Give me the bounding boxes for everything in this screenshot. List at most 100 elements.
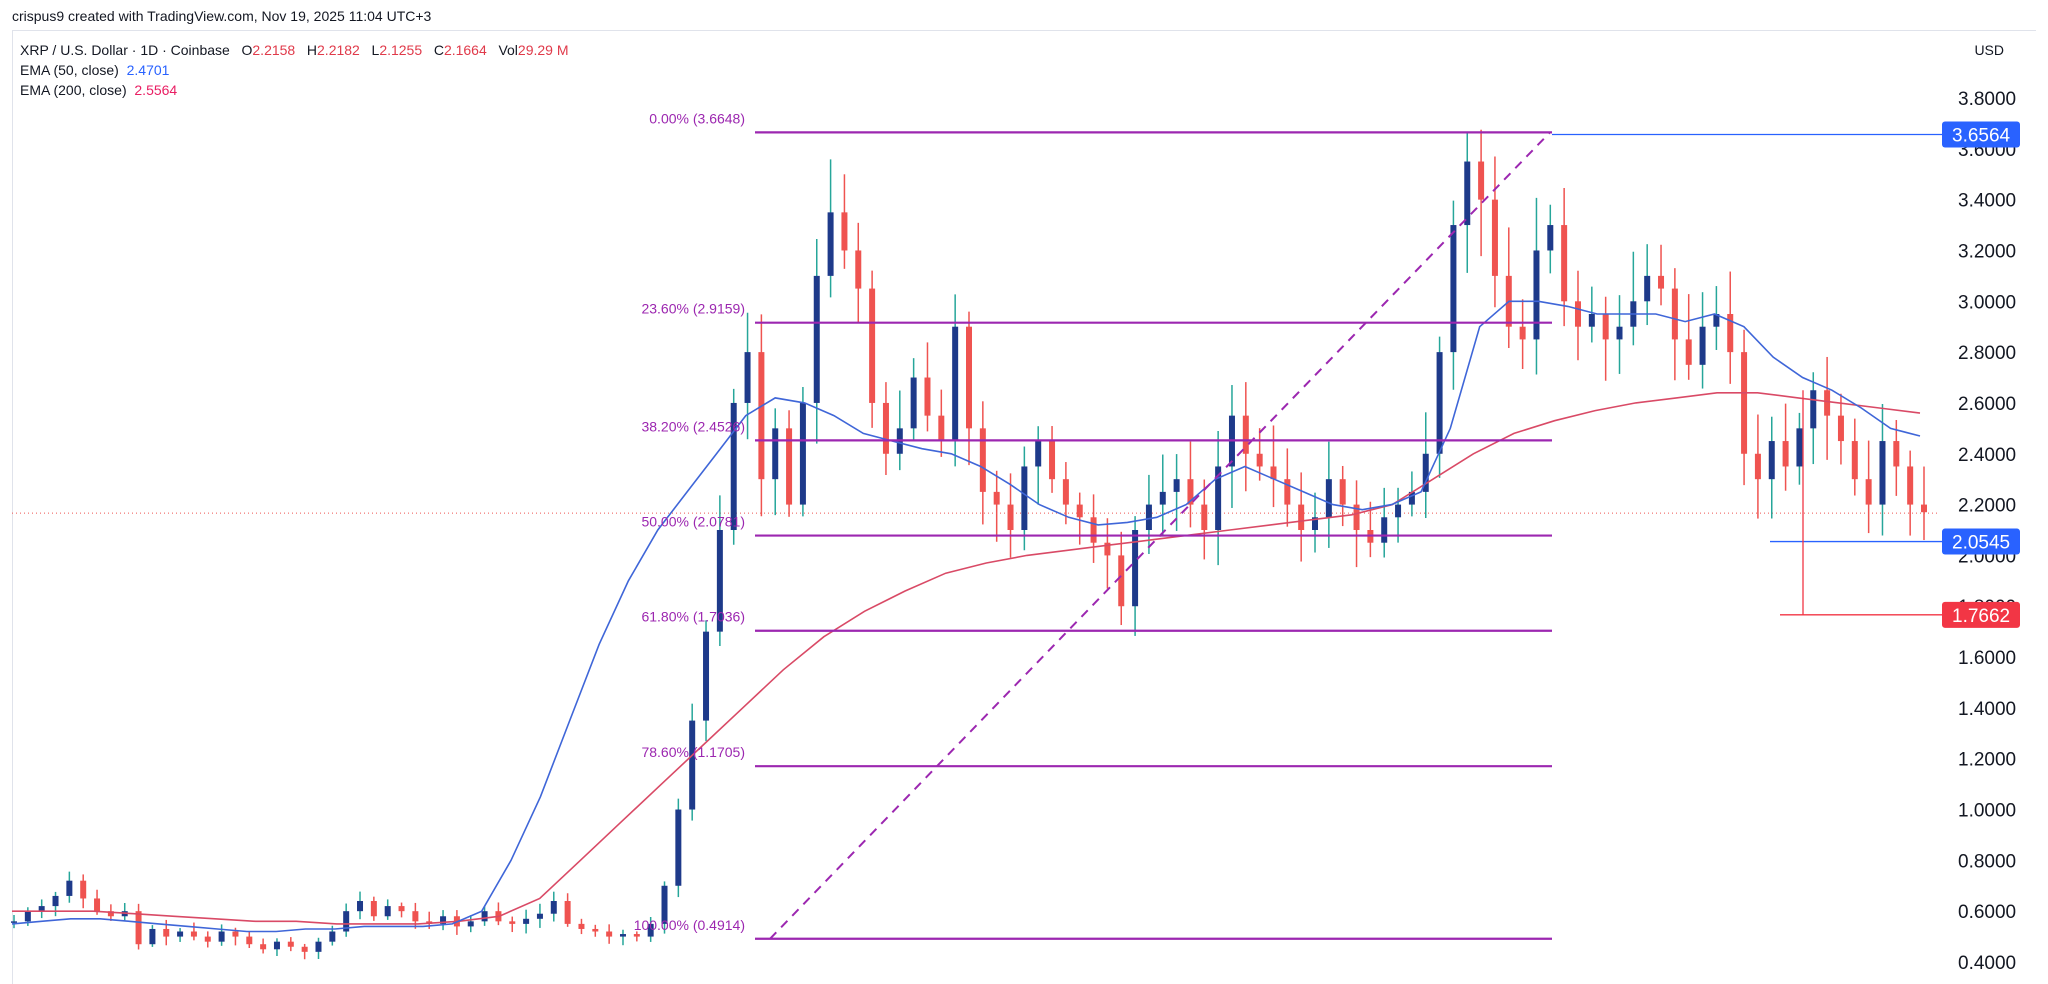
candle-body	[52, 895, 59, 907]
y-tick-label: 3.8000	[1958, 89, 2016, 110]
candle-body	[1298, 504, 1305, 530]
candle-body	[952, 326, 959, 442]
candle-body	[1339, 479, 1346, 505]
price-tag-box	[1942, 601, 2020, 628]
candle-body	[536, 913, 543, 919]
candle-body	[606, 931, 613, 937]
symbol-label[interactable]: XRP / U.S. Dollar · 1D · Coinbase	[20, 42, 230, 58]
candle-body	[744, 352, 751, 403]
legend-ema200-row[interactable]: EMA (200, close) 2.5564	[20, 80, 569, 100]
volume-value: 29.29 M	[517, 42, 569, 58]
candle-body	[38, 906, 45, 912]
price-tag-label: 3.6564	[1952, 125, 2011, 146]
candle-body	[24, 911, 31, 922]
candle-body	[1132, 530, 1139, 607]
y-tick-label: 1.2000	[1958, 750, 2016, 771]
candle-body	[509, 921, 516, 924]
candle-body	[412, 911, 419, 922]
candle-body	[1921, 504, 1927, 513]
candle-body	[1312, 517, 1319, 530]
legend-ema50-row[interactable]: EMA (50, close) 2.4701	[20, 60, 569, 80]
currency-selector[interactable]: USD	[1974, 42, 2004, 58]
candle-body	[190, 931, 197, 937]
candle-body	[66, 880, 73, 896]
candle-body	[467, 921, 474, 927]
candle-body	[1353, 504, 1360, 530]
y-tick-label: 2.8000	[1958, 343, 2016, 364]
candle-body	[1381, 517, 1388, 543]
y-tick-label: 0.4000	[1958, 953, 2016, 974]
fib-level-label: 23.60% (2.9159)	[641, 301, 745, 317]
candle-body	[1104, 542, 1111, 556]
y-tick-label: 1.6000	[1958, 648, 2016, 669]
chart-legend: XRP / U.S. Dollar · 1D · Coinbase O2.215…	[20, 40, 569, 100]
ema200-value: 2.5564	[134, 82, 178, 98]
candle-body	[1561, 225, 1568, 302]
candle-body	[938, 415, 945, 442]
candle-body	[1658, 275, 1665, 289]
candle-body	[1145, 504, 1152, 530]
candle-body	[1478, 161, 1485, 200]
candle-body	[1035, 441, 1042, 467]
candle-body	[882, 402, 889, 454]
candle-body	[1699, 326, 1706, 365]
candle-body	[1436, 352, 1443, 454]
candle-body	[578, 923, 585, 929]
candle-body	[1007, 504, 1014, 530]
candle-body	[1076, 504, 1083, 518]
candle-body	[979, 428, 986, 492]
high-value: 2.2182	[317, 42, 360, 58]
y-tick-label: 0.8000	[1958, 851, 2016, 872]
candle-body	[1616, 326, 1623, 340]
fib-level-label: 61.80% (1.7036)	[641, 609, 745, 625]
ema50-line	[11, 300, 1921, 933]
candle-body	[1671, 288, 1678, 340]
candle-body	[1837, 415, 1844, 442]
candle-body	[1547, 225, 1554, 251]
candle-body	[675, 809, 682, 886]
candle-body	[758, 352, 765, 480]
y-tick-label: 2.2000	[1958, 496, 2016, 517]
ema200-label: EMA (200, close)	[20, 82, 127, 98]
y-tick-label: 3.0000	[1958, 292, 2016, 313]
candle-body	[163, 928, 170, 937]
candle-body	[813, 275, 820, 403]
price-tag-label: 2.0545	[1952, 533, 2010, 554]
candle-body	[1685, 339, 1692, 365]
candle-body	[1533, 250, 1540, 340]
candle-body	[1173, 479, 1180, 492]
candle-body	[273, 941, 280, 950]
y-tick-label: 2.4000	[1958, 445, 2016, 466]
candle-body	[841, 212, 848, 251]
candle-body	[1768, 441, 1775, 480]
y-tick-label: 3.2000	[1958, 241, 2016, 262]
candle-body	[730, 402, 737, 530]
candle-body	[1395, 504, 1402, 518]
candle-body	[1049, 441, 1056, 480]
candle-body	[370, 901, 377, 917]
close-value: 2.1664	[443, 42, 487, 58]
candle-body	[1284, 479, 1291, 505]
candle-body	[924, 377, 931, 416]
candle-body	[1159, 491, 1166, 505]
candle-body	[1021, 466, 1028, 530]
candle-body	[1325, 479, 1332, 518]
y-tick-label: 1.0000	[1958, 801, 2016, 822]
candle-body	[177, 931, 184, 937]
ema50-value: 2.4701	[126, 62, 170, 78]
candle-body	[1118, 555, 1125, 607]
candle-body	[218, 931, 225, 942]
candle-body	[661, 885, 668, 924]
candle-body	[1215, 466, 1222, 530]
candle-body	[550, 901, 557, 914]
y-tick-label: 0.6000	[1958, 902, 2016, 923]
price-tag-box	[1942, 528, 2020, 555]
low-label: L	[371, 42, 380, 58]
candle-body	[1893, 441, 1900, 467]
candle-body	[1270, 466, 1277, 480]
volume-label: Vol	[498, 42, 518, 58]
candle-body	[1256, 453, 1263, 467]
candle-body	[689, 720, 696, 810]
candle-body	[1644, 275, 1651, 302]
